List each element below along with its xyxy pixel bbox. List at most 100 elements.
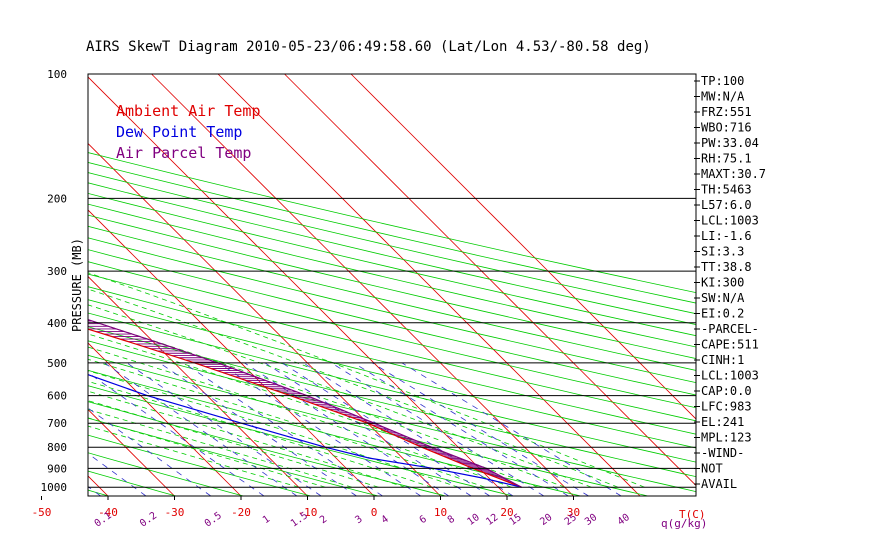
moist-adiabat-line	[88, 390, 406, 488]
x-axis-label: T(C)	[679, 508, 706, 521]
moist-adiabat-line	[88, 346, 512, 488]
dry-adiabat-line	[88, 182, 696, 326]
mixing-ratio-line	[88, 453, 147, 496]
mixing-ratio-label: 10	[466, 512, 482, 528]
dry-adiabat-line	[88, 452, 244, 496]
pressure-tick-label: 700	[47, 417, 67, 430]
mixing-ratio-label: 3	[353, 514, 364, 526]
stats-entry: -PARCEL-	[701, 322, 759, 336]
dry-adiabat-line	[88, 249, 696, 396]
profile-series	[88, 319, 522, 488]
y-axis-label: PRESSURE (MB)	[70, 238, 84, 332]
bottom-tick-label: -50	[32, 506, 52, 519]
stats-entry: CAP:0.0	[701, 384, 752, 398]
stats-entry: TT:38.8	[701, 260, 752, 274]
stats-entry: EL:241	[701, 415, 744, 429]
mixing-ratio-line	[264, 362, 472, 496]
mixing-ratio-label: 2	[318, 514, 329, 526]
stats-entry: TH:5463	[701, 183, 752, 197]
bottom-tick-label: 0	[371, 506, 378, 519]
dry-adiabat-line	[88, 434, 311, 496]
stats-entry: SI:3.3	[701, 245, 744, 259]
mixing-ratio-line	[244, 362, 449, 496]
stats-entry: NOT	[701, 462, 723, 476]
isotherm-line	[88, 76, 508, 496]
series-line-air-parcel-temp	[88, 319, 522, 488]
dry-adiabat-line	[88, 385, 514, 496]
legend-entry: Dew Point Temp	[116, 123, 242, 141]
stats-entry: AVAIL	[701, 477, 737, 491]
stats-entry: WBO:716	[701, 121, 752, 135]
diagram-grid	[0, 74, 696, 496]
bottom-tick-label: 10	[434, 506, 447, 519]
bottom-tick-labels: -50 -40 -30 -20 -10 0 10 20 30	[32, 496, 580, 519]
stats-entry: KI:300	[701, 276, 744, 290]
moist-adiabat-line	[88, 358, 486, 488]
stats-entry: EI:0.2	[701, 307, 744, 321]
plot-frame	[87, 73, 697, 497]
stats-entry: LCL:1003	[701, 214, 759, 228]
legend-entry: Air Parcel Temp	[116, 144, 251, 162]
mixing-ratio-line	[303, 362, 514, 496]
moist-adiabat-line	[88, 272, 645, 488]
mixing-ratio-line	[371, 362, 589, 496]
dry-adiabat-line	[88, 273, 696, 422]
dry-adiabat-line	[88, 354, 649, 496]
pressure-labels: 100 200 300 400 500 600 700 800 900 1000	[41, 68, 68, 494]
bottom-tick-label: -20	[231, 506, 251, 519]
pressure-tick-label: 800	[47, 441, 67, 454]
series-line-dew-point-temp	[88, 373, 522, 488]
stats-entry: CINH:1	[701, 353, 744, 367]
stats-entry: LCL:1003	[701, 369, 759, 383]
stats-entry: MPL:123	[701, 431, 752, 445]
isotherm-line	[88, 209, 375, 496]
dry-adiabat-line	[88, 299, 696, 449]
isotherm-lines	[0, 74, 696, 496]
pressure-tick-label: 1000	[41, 481, 68, 494]
dry-adiabat-line	[88, 417, 379, 496]
isotherm-line	[88, 142, 441, 496]
stats-entry: CAPE:511	[701, 338, 759, 352]
mixing-ratio-line	[218, 362, 421, 496]
mixing-ratio-line	[104, 362, 298, 496]
stats-entry: SW:N/A	[701, 291, 745, 305]
mixing-ratio-lines	[88, 362, 622, 496]
bottom-tick-label: -30	[165, 506, 185, 519]
mixing-ratio-line	[183, 362, 383, 496]
mixing-ratio-label: 40	[616, 512, 632, 528]
dry-adiabat-line	[88, 312, 696, 463]
mixing-ratio-label: 1	[261, 514, 272, 526]
moist-adiabat-line	[88, 400, 379, 488]
isotherm-line	[0, 74, 42, 496]
isotherm-line	[88, 408, 175, 496]
stats-entry: TP:100	[701, 74, 744, 88]
mixing-ratio-label: 0.2	[138, 510, 159, 529]
dry-adiabat-line	[88, 203, 696, 348]
mixing-ratio-line	[159, 362, 357, 496]
isotherm-line	[217, 74, 641, 496]
mixing-ratio-label: 4	[380, 514, 391, 526]
pressure-tick-label: 300	[47, 265, 67, 278]
series-line-ambient-air-temp	[88, 328, 522, 488]
isotherm-line	[88, 475, 109, 496]
pressure-tick-label: 500	[47, 357, 67, 370]
pressure-tick-label: 200	[47, 192, 67, 205]
dry-adiabat-line	[88, 340, 696, 493]
mixing-ratio-unit: q(g/kg)	[661, 517, 707, 530]
dry-adiabat-line	[88, 152, 696, 294]
isotherm-line	[151, 74, 574, 496]
stats-entry: L57:6.0	[701, 198, 752, 212]
stats-entry: FRZ:551	[701, 105, 752, 119]
stats-entry: LFC:983	[701, 400, 752, 414]
dry-adiabat-line	[88, 261, 696, 409]
dry-adiabat-line	[88, 369, 581, 496]
moist-adiabat-line	[88, 288, 619, 488]
dry-adiabat-line	[88, 225, 696, 371]
moist-adiabat-line	[88, 319, 565, 488]
mixing-ratio-line	[88, 372, 265, 496]
moist-adiabat-line	[88, 304, 592, 488]
bottom-tick-label: -40	[98, 506, 118, 519]
mixing-ratio-label: 8	[446, 514, 457, 526]
mixing-ratio-label: 30	[583, 512, 599, 528]
